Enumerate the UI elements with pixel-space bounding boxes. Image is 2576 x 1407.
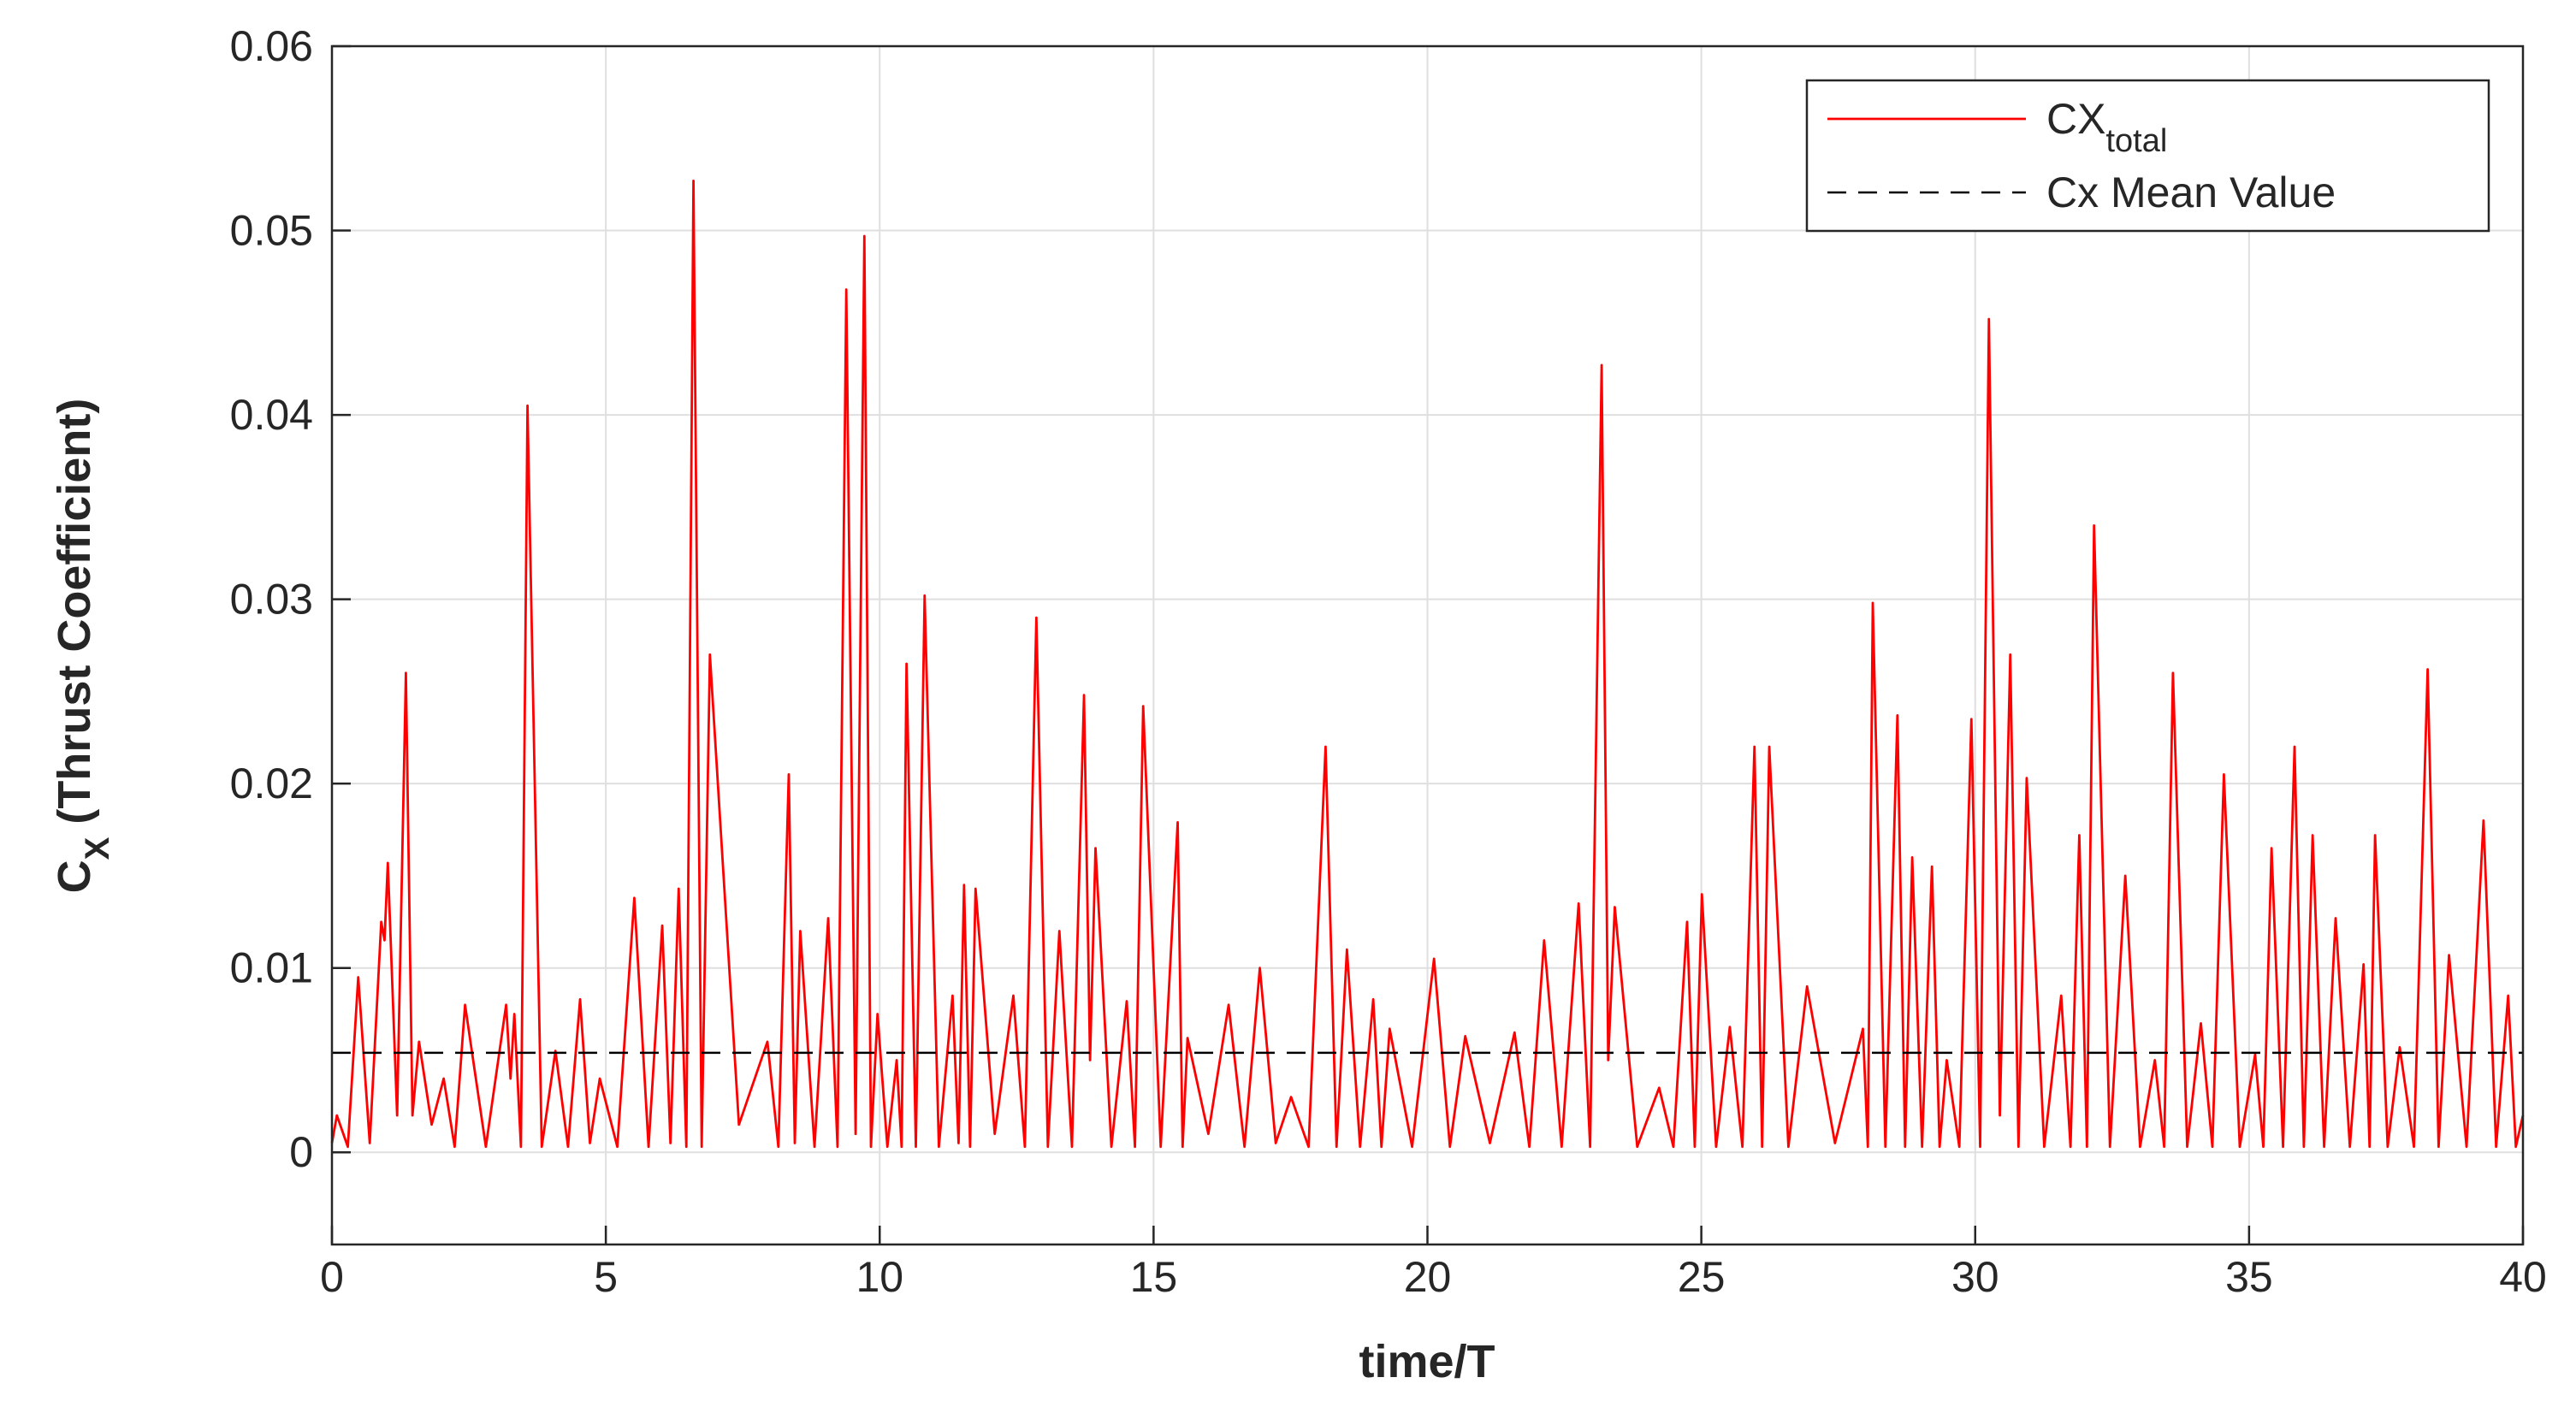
x-tick-label: 35	[2225, 1253, 2273, 1301]
y-tick-label: 0.02	[230, 760, 313, 807]
x-tick-label: 5	[594, 1253, 618, 1301]
y-axis-label-suffix: (Thrust Coefficient)	[49, 399, 100, 837]
legend-label: Cx Mean Value	[2046, 168, 2336, 216]
y-tick-label: 0.04	[230, 391, 313, 439]
x-axis-label: time/T	[1359, 1336, 1495, 1387]
legend: CXtotal Cx Mean Value	[1805, 79, 2490, 233]
y-axis-label-subscript: X	[79, 837, 116, 860]
legend-label-subscript: total	[2105, 123, 2167, 159]
y-tick-label: 0	[289, 1128, 313, 1176]
y-axis-label-main: C	[49, 860, 100, 893]
x-tick-label: 30	[1951, 1253, 1999, 1301]
y-tick-label: 0.03	[230, 576, 313, 624]
legend-label-main: CX	[2046, 95, 2105, 143]
y-tick-label: 0.06	[230, 22, 313, 70]
y-axis-label: CX (Thrust Coefficient)	[49, 399, 116, 894]
x-tick-label: 10	[856, 1253, 903, 1301]
legend-label: CXtotal	[2046, 95, 2167, 159]
series-line	[330, 179, 2525, 1149]
series-lines	[330, 179, 2525, 1149]
legend-label-main: Cx Mean Value	[2046, 168, 2336, 216]
legend-box	[1805, 79, 2490, 233]
x-tick-label: 0	[320, 1253, 344, 1301]
x-tick-label: 40	[2499, 1253, 2547, 1301]
ticks: 0 5 10 15 20 25 30 35 40 0 0.01 0.02 0.03 0.04 0.05 0.0…	[230, 22, 2547, 1301]
x-tick-label: 20	[1404, 1253, 1452, 1301]
x-tick-label: 25	[1678, 1253, 1726, 1301]
x-tick-label: 15	[1130, 1253, 1178, 1301]
y-tick-label: 0.01	[230, 944, 313, 992]
y-tick-label: 0.05	[230, 207, 313, 255]
